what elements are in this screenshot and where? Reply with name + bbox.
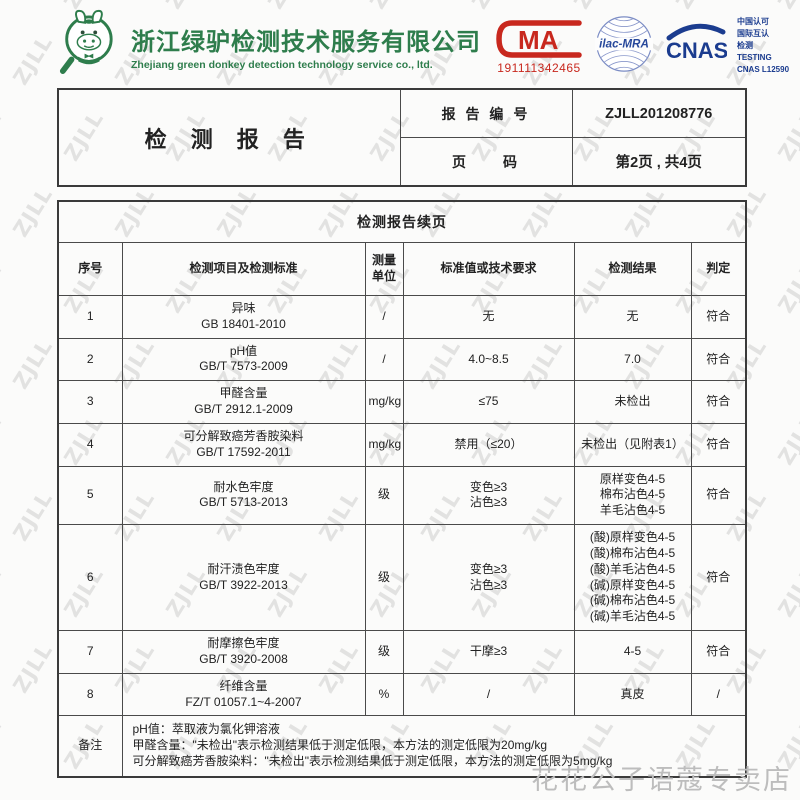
table-cell: 真皮 [573, 672, 692, 717]
cnas-icon: CNAS [665, 21, 728, 72]
cma-mark: MA 191111342465 [495, 18, 583, 75]
table-cell: 耐水色牢度 GB/T 5713-2013 [121, 465, 366, 526]
report-no-value: ZJLL201208776 [571, 88, 747, 138]
table-cell: pH值 GB/T 7573-2009 [121, 337, 366, 382]
cma-number: 191111342465 [497, 60, 581, 75]
table-cell: 级 [364, 630, 404, 674]
svg-text:MA: MA [518, 25, 559, 55]
table-cell: (酸)原样变色4-5 (酸)棉布沾色4-5 (酸)羊毛沾色4-5 (碱)原样变色… [573, 524, 692, 632]
table-row: 1 异味 GB 18401-2010/无无符合 [57, 295, 747, 339]
col-header-standard: 标准值或技术要求 [402, 242, 575, 296]
table-cell: 1 [57, 295, 123, 339]
table-cell: 耐汗渍色牢度 GB/T 3922-2013 [121, 524, 366, 632]
table-row: 2 pH值 GB/T 7573-2009/4.0~8.5 7.0 符合 [57, 337, 747, 382]
table-cell: / [364, 337, 404, 382]
table-cell: 耐摩擦色牢度 GB/T 3920-2008 [121, 630, 366, 674]
accreditation-marks: MA 191111342465 [495, 13, 789, 80]
table-cell: 3 [57, 380, 123, 424]
table-cell: 2 [57, 337, 123, 382]
donkey-logo-icon [58, 8, 116, 85]
table-cell: 8 [57, 672, 123, 717]
report-no-label: 报 告 编 号 [399, 88, 573, 138]
cnas-line: CNAS L12590 [737, 65, 790, 74]
report-title: 检 测 报 告 [57, 88, 401, 187]
col-header-item: 检测项目及检测标准 [121, 242, 366, 296]
col-header-unit: 测量 单位 [364, 242, 404, 296]
svg-text:CNAS: CNAS [666, 38, 727, 63]
page-no-label: 页 码 [399, 137, 573, 187]
table-cell: / [364, 295, 404, 339]
table-cell: 5 [57, 465, 123, 526]
table-cell: 未检出 [573, 380, 692, 424]
table-cell: 干摩≥3 [402, 630, 575, 674]
table-cell: 异味 GB 18401-2010 [121, 295, 366, 339]
table-cell: 7 [57, 630, 123, 674]
cma-icon: MA [496, 19, 582, 58]
table-cell: 4-5 [573, 630, 692, 674]
remark-text: pH值：萃取液为氯化钾溶液 甲醛含量："未检出"表示检测结果低于测定低限，本方法… [121, 715, 747, 778]
table-row: 4 可分解致癌芳香胺染料 GB/T 17592-2011 mg/kg 禁用（≤20）未… [57, 422, 747, 467]
table-cell: 变色≥3 沾色≥3 [402, 524, 575, 632]
table-cell: 未检出（见附表1） [573, 422, 692, 467]
company-name-en: Zhejiang green donkey detection technolo… [131, 58, 433, 71]
table-row: 5 耐水色牢度 GB/T 5713-2013 级变色≥3 沾色≥3 原样变色4-5 棉… [57, 465, 747, 526]
table-cell: 无 [573, 295, 692, 339]
table-cell: 原样变色4-5 棉布沾色4-5 羊毛沾色4-5 [573, 465, 692, 526]
results-table: 检测报告续页 序号 检测项目及检测标准 测量 单位 标准值或技术要求 检测结果 … [57, 200, 748, 778]
table-cell: mg/kg [364, 422, 404, 467]
table-cell: 6 [57, 524, 123, 632]
table-cell: 级 [364, 524, 404, 632]
table-cell: ≤75 [402, 380, 575, 424]
table-cell: 可分解致癌芳香胺染料 GB/T 17592-2011 [121, 422, 366, 467]
col-header-seq: 序号 [57, 242, 123, 296]
table-row: 8 纤维含量 FZ/T 01057.1~4-2007% / 真皮 / [57, 672, 747, 717]
cnas-line: 国际互认 [737, 29, 769, 38]
table-cell: / [402, 672, 575, 717]
table-body: 1 异味 GB 18401-2010/无无符合 2 pH值 GB/T 7573-200… [57, 295, 747, 717]
table-cell: 4 [57, 422, 123, 467]
header: 浙江绿驴检测技术服务有限公司 Zhejiang green donkey det… [58, 6, 789, 86]
report-header-table: 检 测 报 告 报 告 编 号 ZJLL201208776 页 码 第2页 , … [57, 88, 747, 187]
table-cell: 无 [402, 295, 575, 339]
table-row: 7 耐摩擦色牢度 GB/T 3920-2008 级干摩≥3 4-5 符合 [57, 630, 747, 674]
remark-row: 备注 pH值：萃取液为氯化钾溶液 甲醛含量："未检出"表示检测结果低于测定低限，… [57, 715, 747, 778]
table-cell: 符合 [690, 465, 747, 526]
table-title-row: 检测报告续页 [57, 200, 747, 243]
table-cell: 4.0~8.5 [402, 337, 575, 382]
table-cell: 符合 [690, 295, 747, 339]
table-cell: 甲醛含量 GB/T 2912.1-2009 [121, 380, 366, 424]
table-cell: 级 [364, 465, 404, 526]
table-cell: 符合 [690, 380, 747, 424]
cnas-line: 中国认可 [737, 17, 769, 26]
svg-text:ilac-MRA: ilac-MRA [599, 37, 649, 50]
table-cell: 符合 [690, 422, 747, 467]
table-cell: 符合 [690, 337, 747, 382]
table-cell: mg/kg [364, 380, 404, 424]
ilac-mra-icon: ilac-MRA [593, 13, 655, 80]
table-header-row: 序号 检测项目及检测标准 测量 单位 标准值或技术要求 检测结果 判定 [57, 242, 747, 296]
table-cell: 符合 [690, 524, 747, 632]
table-row: 6 耐汗渍色牢度 GB/T 3922-2013 级变色≥3 沾色≥3 (酸)原样变色4… [57, 524, 747, 632]
table-cell: 变色≥3 沾色≥3 [402, 465, 575, 526]
company-name-block: 浙江绿驴检测技术服务有限公司 Zhejiang green donkey det… [131, 22, 481, 71]
table-cell: 7.0 [573, 337, 692, 382]
table-title: 检测报告续页 [57, 200, 747, 243]
table-cell: 符合 [690, 630, 747, 674]
table-row: 3 甲醛含量 GB/T 2912.1-2009 mg/kg ≤75 未检出 符合 [57, 380, 747, 424]
cnas-line: 检测 [737, 41, 753, 50]
col-header-result: 检测结果 [573, 242, 692, 296]
cnas-line: TESTING [737, 53, 772, 62]
table-cell: 纤维含量 FZ/T 01057.1~4-2007 [121, 672, 366, 717]
page-no-value: 第2页 , 共4页 [571, 137, 747, 187]
table-cell: 禁用（≤20） [402, 422, 575, 467]
table-cell: / [690, 672, 747, 717]
col-header-judge: 判定 [690, 242, 747, 296]
store-name: 花花公子语蔻专卖店 [531, 765, 792, 795]
cnas-text-block: 中国认可 国际互认 检测 TESTING CNAS L12590 [737, 16, 789, 76]
table-cell: % [364, 672, 404, 717]
company-name-cn: 浙江绿驴检测技术服务有限公司 [131, 28, 481, 56]
remark-label: 备注 [57, 715, 123, 778]
